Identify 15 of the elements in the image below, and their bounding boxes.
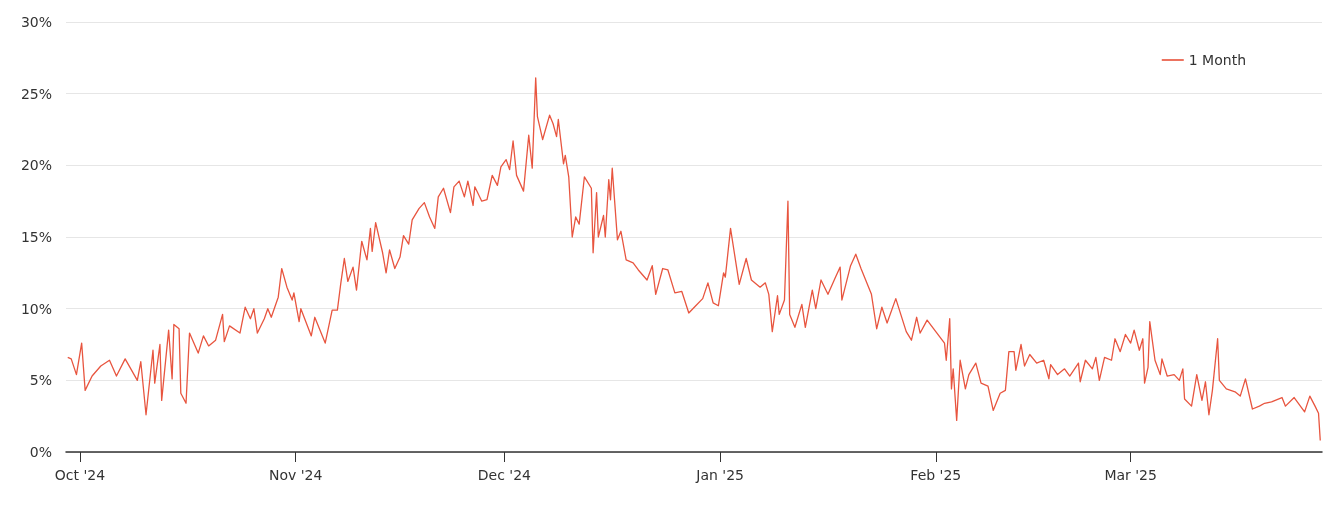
- y-tick-label: 20%: [20, 157, 52, 174]
- x-tick-label: Dec '24: [477, 467, 532, 483]
- y-tick-label: 0%: [29, 444, 52, 460]
- legend-label: 1 Month: [1188, 52, 1247, 68]
- y-tick-label: 10%: [20, 300, 52, 317]
- x-tick-label: Feb '25: [910, 467, 962, 483]
- x-tick-label: Nov '24: [268, 467, 323, 483]
- x-tick-label: Jan '25: [695, 467, 744, 483]
- line-series: [67, 77, 1321, 442]
- y-tick-label: 25%: [20, 85, 52, 102]
- y-tick-label: 5%: [29, 372, 52, 389]
- x-tick-label: Mar '25: [1104, 467, 1157, 483]
- x-tick-label: Oct '24: [54, 467, 106, 483]
- y-tick-label: 30%: [20, 14, 52, 30]
- y-tick-label: 15%: [20, 229, 52, 245]
